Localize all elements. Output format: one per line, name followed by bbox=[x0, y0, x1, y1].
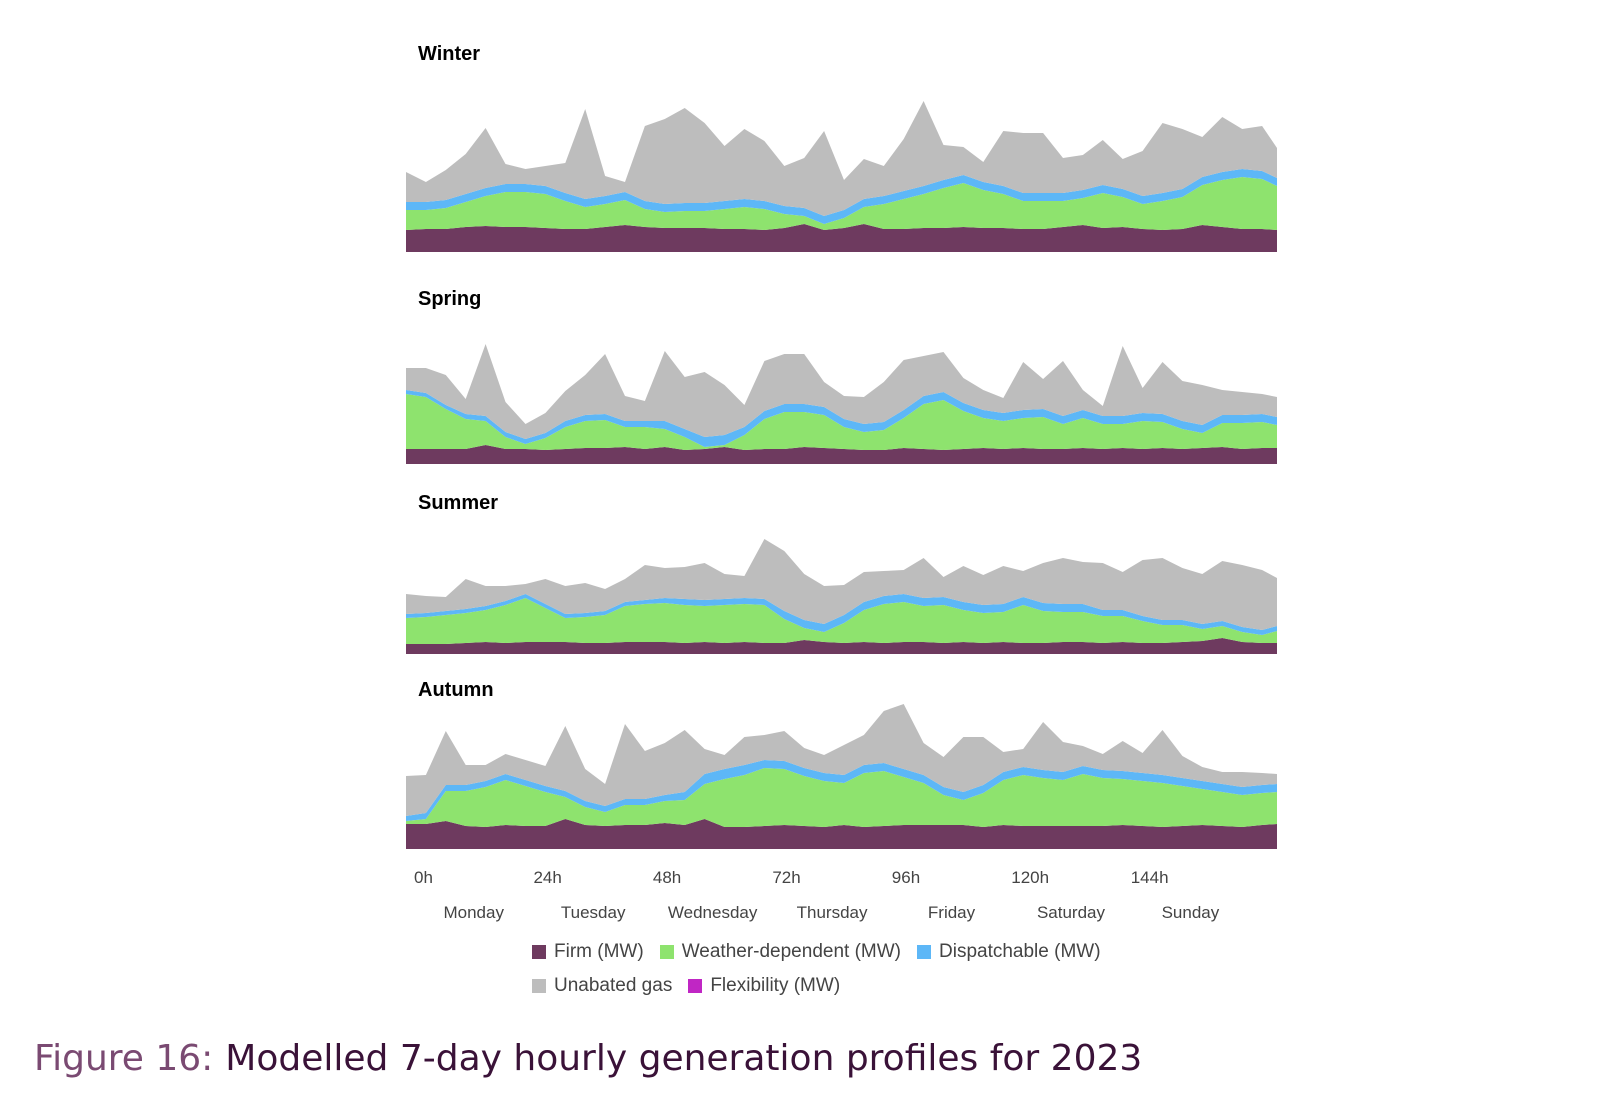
x-axis: 0h 24h 48h 72h 96h 120h 144h Monday Tuesday Wedne… bbox=[414, 868, 1220, 922]
x-tick-label: 24h bbox=[533, 868, 561, 887]
panels-layer: Winter Spring Summer Autumn bbox=[406, 43, 1277, 849]
area-unabated-gas-winter bbox=[406, 101, 1277, 216]
legend-label-unabated-gas: Unabated gas bbox=[554, 975, 673, 996]
area-unabated-gas-summer bbox=[406, 539, 1277, 630]
area-firm-summer bbox=[406, 638, 1277, 654]
area-firm-winter bbox=[406, 224, 1277, 252]
area-dispatchable-autumn bbox=[406, 760, 1277, 821]
legend-item-weather-dependent: Weather-dependent (MW) bbox=[659, 941, 901, 963]
seasonal-generation-charts: Winter Spring Summer Autumn 0h 24h 48h 72h 96h 1… bbox=[406, 43, 1277, 922]
day-label: Saturday bbox=[1037, 903, 1106, 922]
x-tick-label: 72h bbox=[772, 868, 800, 887]
x-tick-label: 120h bbox=[1011, 868, 1049, 887]
panel-title: Autumn bbox=[418, 679, 494, 701]
figure-number: Figure 16: bbox=[34, 1038, 214, 1079]
day-label: Thursday bbox=[797, 903, 868, 922]
figure-title: Modelled 7-day hourly generation profile… bbox=[225, 1038, 1143, 1079]
legend-label-flexibility: Flexibility (MW) bbox=[710, 975, 841, 996]
day-label: Friday bbox=[928, 903, 976, 922]
legend: Firm (MW) Weather-dependent (MW) Dispatc… bbox=[532, 935, 1172, 1003]
legend-swatch-weather-dependent bbox=[659, 945, 674, 959]
legend-label-firm: Firm (MW) bbox=[554, 941, 644, 962]
area-dispatchable-winter bbox=[406, 169, 1277, 224]
area-unabated-gas-spring bbox=[406, 344, 1277, 439]
day-label: Monday bbox=[443, 903, 504, 922]
panel-winter: Winter bbox=[406, 43, 1277, 252]
day-label: Sunday bbox=[1162, 903, 1220, 922]
panel-title: Winter bbox=[418, 43, 480, 65]
legend-label-weather-dependent: Weather-dependent (MW) bbox=[681, 941, 901, 962]
x-tick-label: 96h bbox=[892, 868, 920, 887]
panel-title: Spring bbox=[418, 288, 481, 310]
figure-caption: Figure 16: Modelled 7-day hourly generati… bbox=[34, 1038, 1142, 1079]
x-tick-label: 0h bbox=[414, 868, 433, 887]
legend-row: Unabated gas Flexibility (MW) bbox=[532, 969, 1172, 1003]
legend-label-dispatchable: Dispatchable (MW) bbox=[939, 941, 1101, 962]
panel-autumn: Autumn bbox=[406, 679, 1277, 849]
legend-row: Firm (MW) Weather-dependent (MW) Dispatc… bbox=[532, 935, 1172, 969]
legend-swatch-dispatchable bbox=[917, 945, 931, 959]
panel-summer: Summer bbox=[406, 492, 1277, 654]
day-label: Tuesday bbox=[561, 903, 626, 922]
area-firm-autumn bbox=[406, 819, 1277, 849]
legend-swatch-flexibility bbox=[688, 979, 703, 993]
legend-item-unabated-gas: Unabated gas bbox=[532, 975, 672, 997]
area-weather-dependent-autumn bbox=[406, 768, 1277, 827]
area-weather-dependent-summer bbox=[406, 598, 1277, 644]
area-firm-spring bbox=[406, 445, 1277, 464]
area-dispatchable-summer bbox=[406, 594, 1277, 635]
area-weather-dependent-spring bbox=[406, 394, 1277, 450]
x-tick-label: 144h bbox=[1131, 868, 1169, 887]
area-unabated-gas-autumn bbox=[406, 704, 1277, 816]
area-dispatchable-spring bbox=[406, 390, 1277, 447]
panel-spring: Spring bbox=[406, 288, 1277, 464]
legend-swatch-unabated-gas bbox=[532, 979, 546, 993]
area-weather-dependent-winter bbox=[406, 177, 1277, 230]
legend-item-dispatchable: Dispatchable (MW) bbox=[917, 941, 1101, 963]
x-tick-label: 48h bbox=[653, 868, 681, 887]
panel-title: Summer bbox=[418, 492, 498, 514]
legend-item-flexibility: Flexibility (MW) bbox=[688, 975, 840, 997]
day-label: Wednesday bbox=[668, 903, 758, 922]
legend-swatch-firm bbox=[532, 945, 546, 959]
legend-item-firm: Firm (MW) bbox=[532, 941, 644, 963]
